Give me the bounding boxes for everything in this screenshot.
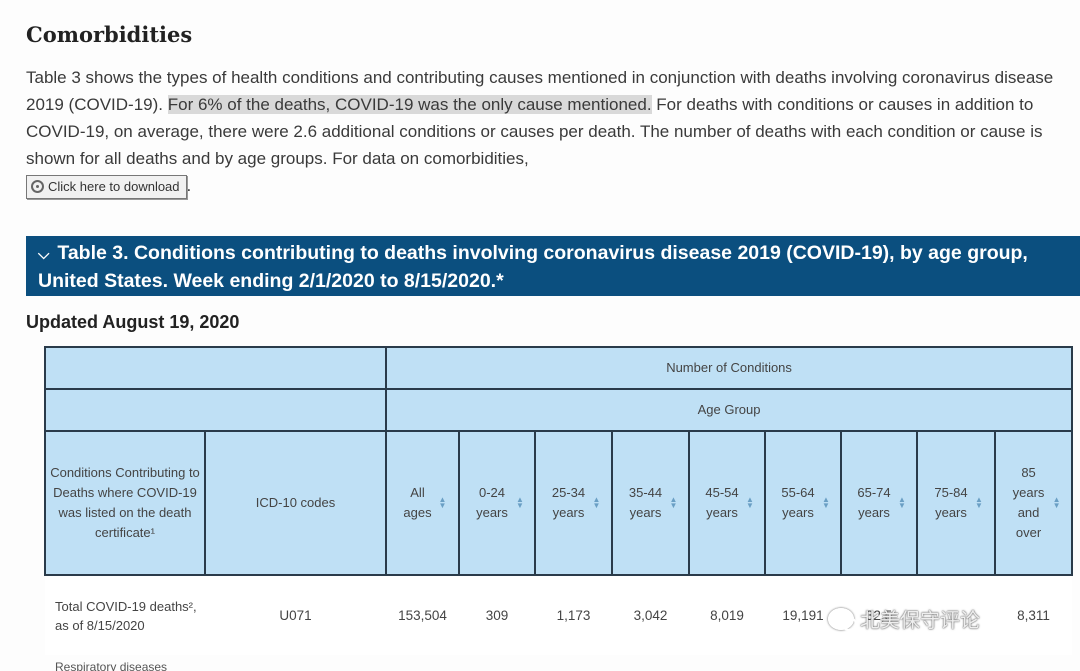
header-age-col[interactable]: 85 years and over ▲ ▼ [993, 430, 1074, 576]
header-age-col[interactable]: 55-64 years ▲ ▼ [764, 430, 842, 576]
intro-paragraph: Table 3 shows the types of health condit… [26, 64, 1056, 199]
header-age-group: Age Group [384, 388, 1074, 432]
sort-icon[interactable]: ▲ ▼ [746, 495, 754, 510]
sort-icon[interactable]: ▲ ▼ [822, 495, 830, 510]
header-age-col[interactable]: All ages ▲ ▼ [385, 430, 460, 576]
row-value: 1,173 [535, 575, 612, 655]
row-value: 32,5 [841, 575, 917, 655]
intro-text-1: Table 3 shows the types of health condit… [26, 68, 1054, 114]
chevron-down-icon: ⌵ [38, 246, 50, 263]
row-value: 8,311 [995, 575, 1073, 655]
age-col-label: 85 years and over [1012, 465, 1045, 540]
conditions-table: Number of Conditions Age Group Condition… [44, 346, 1074, 655]
table-accordion-header[interactable]: ⌵ Table 3. Conditions contributing to dea… [26, 236, 1080, 296]
sort-icon[interactable]: ▲ ▼ [516, 495, 524, 510]
sort-icon[interactable]: ▲ ▼ [898, 495, 906, 510]
age-col-label: All ages [403, 485, 432, 520]
watermark-text: 北美保守评论 [860, 608, 980, 632]
age-col-label: 25-34 years [551, 485, 586, 520]
sort-icon[interactable]: ▲ ▼ [438, 495, 447, 510]
row-value: 309 [459, 575, 535, 655]
sort-icon[interactable]: ▲ ▼ [1052, 495, 1061, 510]
table-row: Total COVID-19 deaths², as of 8/15/2020 … [45, 575, 1073, 655]
row-value: 3,042 [612, 575, 689, 655]
header-age-col[interactable]: 75-84 years ▲ ▼ [916, 430, 996, 576]
row-value [917, 575, 995, 655]
header-age-col[interactable]: 0-24 years ▲ ▼ [458, 430, 536, 576]
download-disk-icon [31, 180, 44, 193]
header-age-col[interactable]: 25-34 years ▲ ▼ [534, 430, 613, 576]
header-icd-codes: ICD-10 codes [204, 430, 387, 576]
header-age-col[interactable]: 65-74 years ▲ ▼ [840, 430, 918, 576]
header-age-col[interactable]: 45-54 years ▲ ▼ [688, 430, 766, 576]
age-col-label: 75-84 years [934, 485, 968, 520]
row-label: Total COVID-19 deaths², as of 8/15/2020 [45, 575, 205, 655]
sort-icon[interactable]: ▲ ▼ [975, 495, 983, 510]
updated-date: Updated August 19, 2020 [26, 312, 240, 332]
section-title: Comorbidities [26, 22, 193, 47]
row-value: 153,504 [386, 575, 459, 655]
row-icd-code: U071 [205, 575, 386, 655]
age-col-label: 45-54 years [705, 485, 739, 520]
header-blank-2 [44, 388, 387, 432]
intro-period: . [186, 176, 192, 195]
sort-icon[interactable]: ▲ ▼ [592, 495, 601, 510]
table-accordion-title: Table 3. Conditions contributing to deat… [38, 242, 1028, 292]
watermark: 北美保守评论 [828, 604, 980, 633]
intro-highlight: For 6% of the deaths, COVID-19 was the o… [167, 95, 652, 114]
intro-text-2: For deaths with conditions or causes in … [26, 95, 1043, 168]
next-row-label: Respiratory diseases [55, 660, 168, 671]
row-value: 8,019 [689, 575, 765, 655]
header-conditions: Conditions Contributing to Deaths where … [44, 430, 206, 576]
download-button-label: Click here to download [48, 179, 180, 194]
age-col-label: 55-64 years [781, 485, 815, 520]
age-col-label: 0-24 years [476, 485, 508, 520]
wechat-icon [828, 607, 857, 631]
sort-icon[interactable]: ▲ ▼ [669, 495, 678, 510]
header-blank-1 [44, 346, 387, 390]
header-age-col[interactable]: 35-44 years ▲ ▼ [611, 430, 690, 576]
age-col-label: 65-74 years [857, 485, 891, 520]
download-button[interactable]: Click here to download [26, 175, 187, 199]
header-number-of-conditions: Number of Conditions [384, 346, 1074, 390]
age-col-label: 35-44 years [628, 485, 663, 520]
